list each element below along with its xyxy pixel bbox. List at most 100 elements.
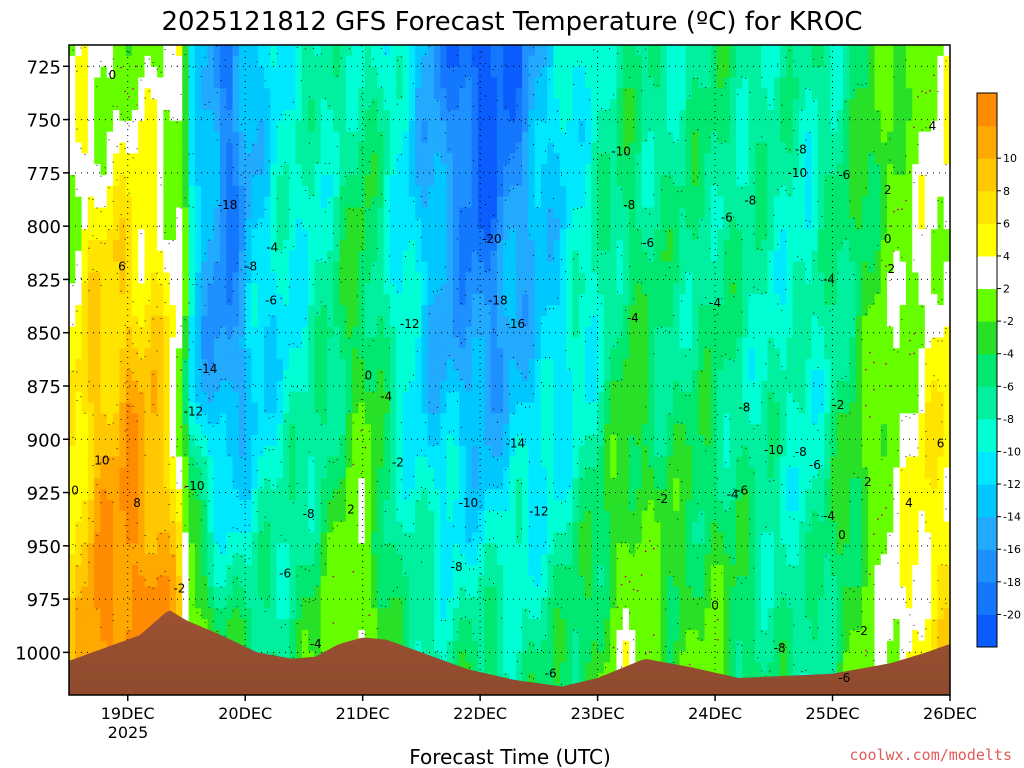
temperature-cell [113,575,120,588]
temperature-cell [396,142,404,154]
temperature-cell [540,120,548,133]
temperature-cell [452,294,460,306]
temperature-cell [138,543,146,555]
temperature-cell [125,55,133,68]
temperature-cell [345,337,353,349]
temperature-cell [207,456,215,469]
temperature-cell [327,294,334,306]
temperature-cell [559,88,567,100]
temperature-cell [465,532,473,544]
temperature-cell [522,424,529,436]
temperature-cell [220,543,227,555]
temperature-cell [503,175,511,187]
temperature-cell [220,510,227,523]
temperature-cell [333,489,341,501]
temperature-cell [308,261,316,274]
temperature-cell [308,608,316,620]
temperature-cell [389,110,397,122]
temperature-cell [540,55,548,68]
temperature-cell [585,88,592,100]
temperature-cell [182,99,190,111]
temperature-cell [213,283,221,295]
temperature-cell [352,489,360,501]
temperature-cell [503,651,511,664]
temperature-cell [320,402,328,414]
temperature-cell [257,370,265,382]
temperature-cell [389,120,397,133]
temperature-cell [371,608,378,620]
temperature-cell [125,402,133,414]
temperature-cell [352,619,360,631]
temperature-cell [377,445,385,458]
temperature-cell [446,218,454,230]
temperature-cell [75,66,83,79]
temperature-cell [320,196,328,209]
temperature-cell [547,532,555,544]
temperature-cell [522,619,529,631]
temperature-cell [534,478,542,490]
temperature-cell [175,55,183,68]
temperature-cell [396,435,404,447]
temperature-cell [207,250,215,263]
temperature-cell [339,45,347,57]
temperature-cell [320,99,328,111]
temperature-cell [94,575,102,588]
temperature-cell [226,391,234,404]
temperature-cell [377,229,385,241]
temperature-cell [270,478,278,490]
temperature-cell [585,489,592,501]
temperature-cell [295,500,303,512]
temperature-cell [138,250,146,263]
temperature-cell [100,413,108,425]
temperature-cell [427,185,435,198]
temperature-cell [490,131,498,144]
temperature-cell [371,435,378,447]
temperature-cell [220,250,227,263]
temperature-cell [585,413,592,425]
temperature-cell [238,153,246,165]
temperature-cell [175,391,183,404]
temperature-cell [484,66,492,79]
temperature-cell [377,207,385,219]
temperature-cell [295,543,303,555]
temperature-cell [94,370,102,382]
temperature-cell [182,402,190,414]
temperature-cell [226,456,234,469]
temperature-cell [276,229,284,241]
temperature-cell [534,207,542,219]
temperature-cell [182,164,190,176]
temperature-cell [452,402,460,414]
temperature-cell [371,575,378,588]
temperature-cell [345,77,353,89]
temperature-cell [75,207,83,219]
temperature-cell [213,326,221,339]
temperature-cell [333,45,341,57]
temperature-cell [383,630,391,642]
temperature-cell [144,543,152,555]
temperature-cell [553,326,561,339]
temperature-cell [333,142,341,154]
temperature-cell [452,45,460,57]
temperature-cell [295,110,303,122]
temperature-cell [503,294,511,306]
temperature-cell [270,120,278,133]
temperature-cell [169,88,177,100]
temperature-cell [471,597,479,609]
temperature-cell [415,305,422,317]
temperature-cell [69,543,76,555]
temperature-cell [201,283,209,295]
temperature-cell [528,240,536,252]
temperature-cell [559,467,567,479]
temperature-cell [238,424,246,436]
temperature-cell [377,424,385,436]
temperature-cell [408,478,416,490]
temperature-cell [138,380,146,393]
temperature-cell [459,391,467,404]
temperature-cell [471,326,479,339]
temperature-cell [578,229,586,241]
temperature-cell [553,597,561,609]
temperature-cell [578,326,586,339]
temperature-cell [339,272,347,284]
temperature-cell [245,445,253,458]
temperature-cell [327,554,334,566]
